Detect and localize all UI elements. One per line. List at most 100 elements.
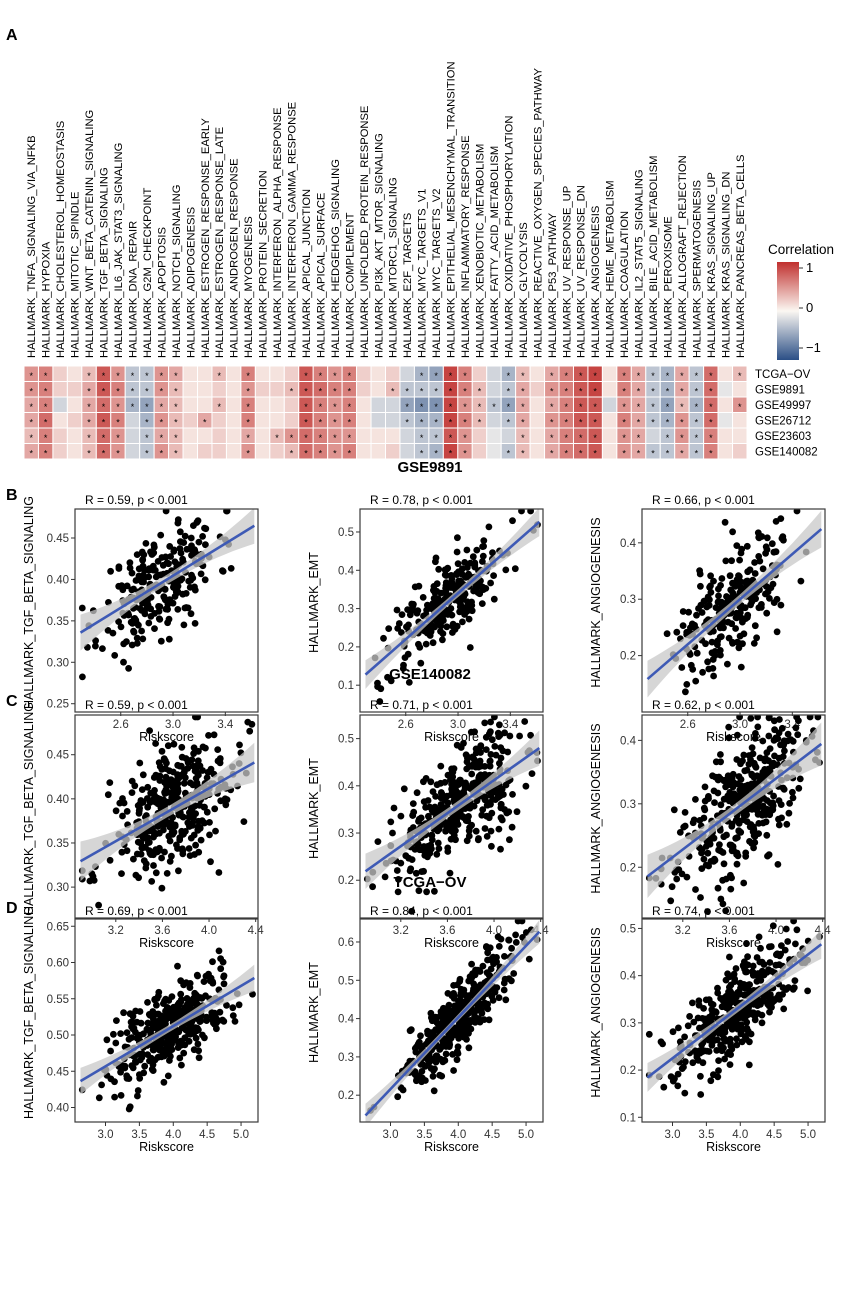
- data-point: [141, 1062, 149, 1070]
- data-point: [150, 549, 158, 557]
- y-tick-label: 0.4: [620, 971, 637, 983]
- data-point: [747, 756, 754, 763]
- heatmap-column-label: HALLMARK_PEROXISOME: [662, 216, 674, 358]
- data-point: [194, 823, 202, 831]
- data-point: [468, 770, 476, 778]
- significance-marker: *: [550, 448, 554, 458]
- correlation-stat: R = 0.71, p < 0.001: [370, 698, 473, 712]
- data-point: [684, 1022, 692, 1030]
- data-point: [112, 807, 120, 815]
- data-point: [723, 831, 730, 839]
- data-point: [751, 570, 759, 577]
- data-point: [210, 1011, 218, 1019]
- heatmap-cell: [370, 365, 387, 382]
- data-point: [173, 1010, 181, 1018]
- data-point: [408, 600, 416, 608]
- significance-marker: *: [420, 371, 424, 381]
- significance-marker: *: [579, 417, 583, 427]
- data-point: [139, 833, 147, 840]
- regression-line: [364, 746, 541, 873]
- data-point: [454, 1050, 462, 1057]
- data-point: [704, 658, 711, 666]
- data-point: [784, 730, 792, 738]
- significance-marker: *: [44, 371, 48, 381]
- data-point: [154, 558, 162, 565]
- data-point: [462, 817, 470, 824]
- x-axis-label: Riskscore: [424, 936, 479, 950]
- heatmap-column-label: HALLMARK_DNA_REPAIR: [127, 221, 139, 358]
- significance-marker: *: [680, 448, 684, 458]
- data-point: [680, 1063, 687, 1071]
- significance-marker: *: [290, 433, 294, 443]
- data-point: [764, 765, 772, 773]
- data-point: [793, 509, 801, 515]
- y-tick-label: 0.6: [338, 937, 354, 949]
- heatmap-cell: [486, 381, 502, 398]
- data-point: [485, 1016, 493, 1024]
- data-point: [387, 818, 395, 826]
- data-point: [163, 1004, 171, 1011]
- data-point: [479, 552, 487, 560]
- data-point: [155, 603, 162, 610]
- data-point: [434, 620, 442, 628]
- data-point: [749, 962, 757, 970]
- data-point: [481, 825, 489, 832]
- significance-marker: *: [564, 433, 568, 443]
- data-point: [700, 597, 708, 605]
- data-point: [160, 821, 168, 829]
- data-point: [729, 579, 736, 587]
- data-point: [431, 887, 438, 895]
- data-point: [188, 1025, 196, 1033]
- heatmap-column-label: HALLMARK_IL2_STAT5_SIGNALING: [634, 169, 646, 358]
- data-point: [773, 994, 781, 1002]
- data-point: [206, 831, 213, 839]
- x-tick-label: 3.0: [98, 1129, 114, 1141]
- data-point: [715, 1067, 722, 1074]
- heatmap-cell: [356, 427, 372, 444]
- data-point: [203, 808, 211, 816]
- data-point: [172, 784, 179, 792]
- data-point: [151, 625, 158, 632]
- data-point: [753, 634, 760, 642]
- data-point: [160, 1078, 168, 1086]
- heatmap-cell: [66, 381, 83, 398]
- data-point: [463, 837, 471, 845]
- data-point: [157, 637, 165, 645]
- significance-marker: *: [319, 433, 323, 443]
- significance-marker: *: [521, 417, 525, 427]
- y-tick-label: 0.45: [47, 1066, 69, 1078]
- data-point: [701, 783, 709, 791]
- data-point: [679, 622, 687, 629]
- data-point: [117, 1030, 124, 1037]
- data-point: [119, 812, 126, 820]
- heatmap-cell: [601, 396, 618, 413]
- data-point: [525, 955, 533, 963]
- data-point: [156, 772, 164, 780]
- data-point: [450, 765, 458, 772]
- data-point: [735, 644, 743, 652]
- data-point: [143, 1025, 151, 1033]
- data-point: [120, 799, 128, 807]
- data-point: [78, 604, 86, 612]
- data-point: [138, 786, 146, 793]
- x-tick-label: 5.0: [233, 1129, 249, 1141]
- x-tick-label: 4.0: [450, 1129, 466, 1141]
- data-point: [213, 1025, 220, 1033]
- data-point: [178, 1061, 185, 1069]
- significance-marker: *: [44, 402, 48, 412]
- data-point: [165, 560, 172, 568]
- data-point: [752, 763, 760, 771]
- heatmap-column-label: HALLMARK_HYPOXIA: [41, 241, 53, 358]
- data-point: [495, 994, 503, 1002]
- panel-label-a: A: [6, 27, 18, 44]
- data-point: [164, 619, 172, 627]
- data-point: [697, 582, 704, 590]
- significance-marker: *: [246, 386, 250, 396]
- data-point: [490, 572, 497, 579]
- data-point: [678, 664, 686, 671]
- heatmap-column-label: HALLMARK_OXIDATIVE_PHOSPHORYLATION: [503, 116, 515, 358]
- data-point: [722, 907, 730, 915]
- data-point: [219, 568, 227, 575]
- data-point: [681, 1033, 688, 1041]
